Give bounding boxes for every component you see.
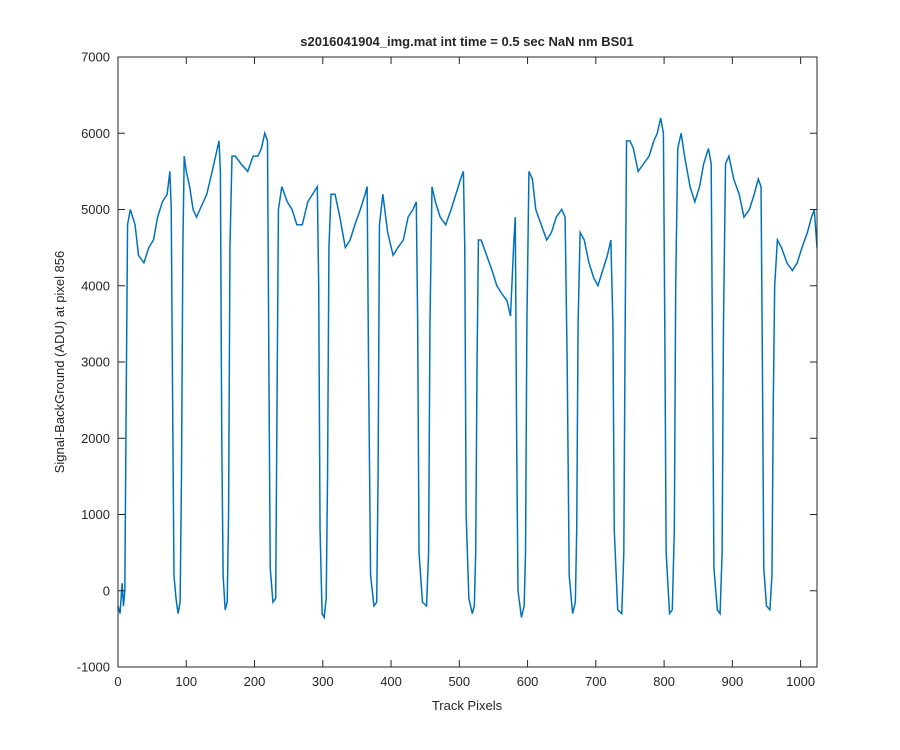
y-tick-label: 4000 — [81, 278, 110, 293]
y-tick-label: 3000 — [81, 355, 110, 370]
y-tick-label: 5000 — [81, 202, 110, 217]
y-tick-label: 1000 — [81, 507, 110, 522]
data-line — [117, 117, 818, 620]
x-tick-label: 0 — [114, 674, 121, 689]
y-tick-label: 7000 — [81, 50, 110, 65]
x-tick-label: 400 — [380, 674, 402, 689]
y-tick-label: 2000 — [81, 431, 110, 446]
x-tick-label: 300 — [312, 674, 334, 689]
y-tick-label: 0 — [103, 583, 110, 598]
chart-title: s2016041904_img.mat int time = 0.5 sec N… — [300, 34, 634, 49]
x-tick-label: 700 — [585, 674, 607, 689]
x-axis-label: Track Pixels — [432, 698, 503, 713]
x-tick-label: 100 — [175, 674, 197, 689]
x-tick-label: 500 — [448, 674, 470, 689]
y-tick-label: 6000 — [81, 126, 110, 141]
y-tick-label: -1000 — [77, 660, 110, 675]
x-tick-label: 200 — [244, 674, 266, 689]
x-tick-label: 600 — [517, 674, 539, 689]
x-tick-label: 900 — [722, 674, 744, 689]
x-tick-label: 800 — [653, 674, 675, 689]
y-axis-label: Signal-BackGround (ADU) at pixel 856 — [52, 251, 67, 474]
x-tick-label: 1000 — [786, 674, 815, 689]
